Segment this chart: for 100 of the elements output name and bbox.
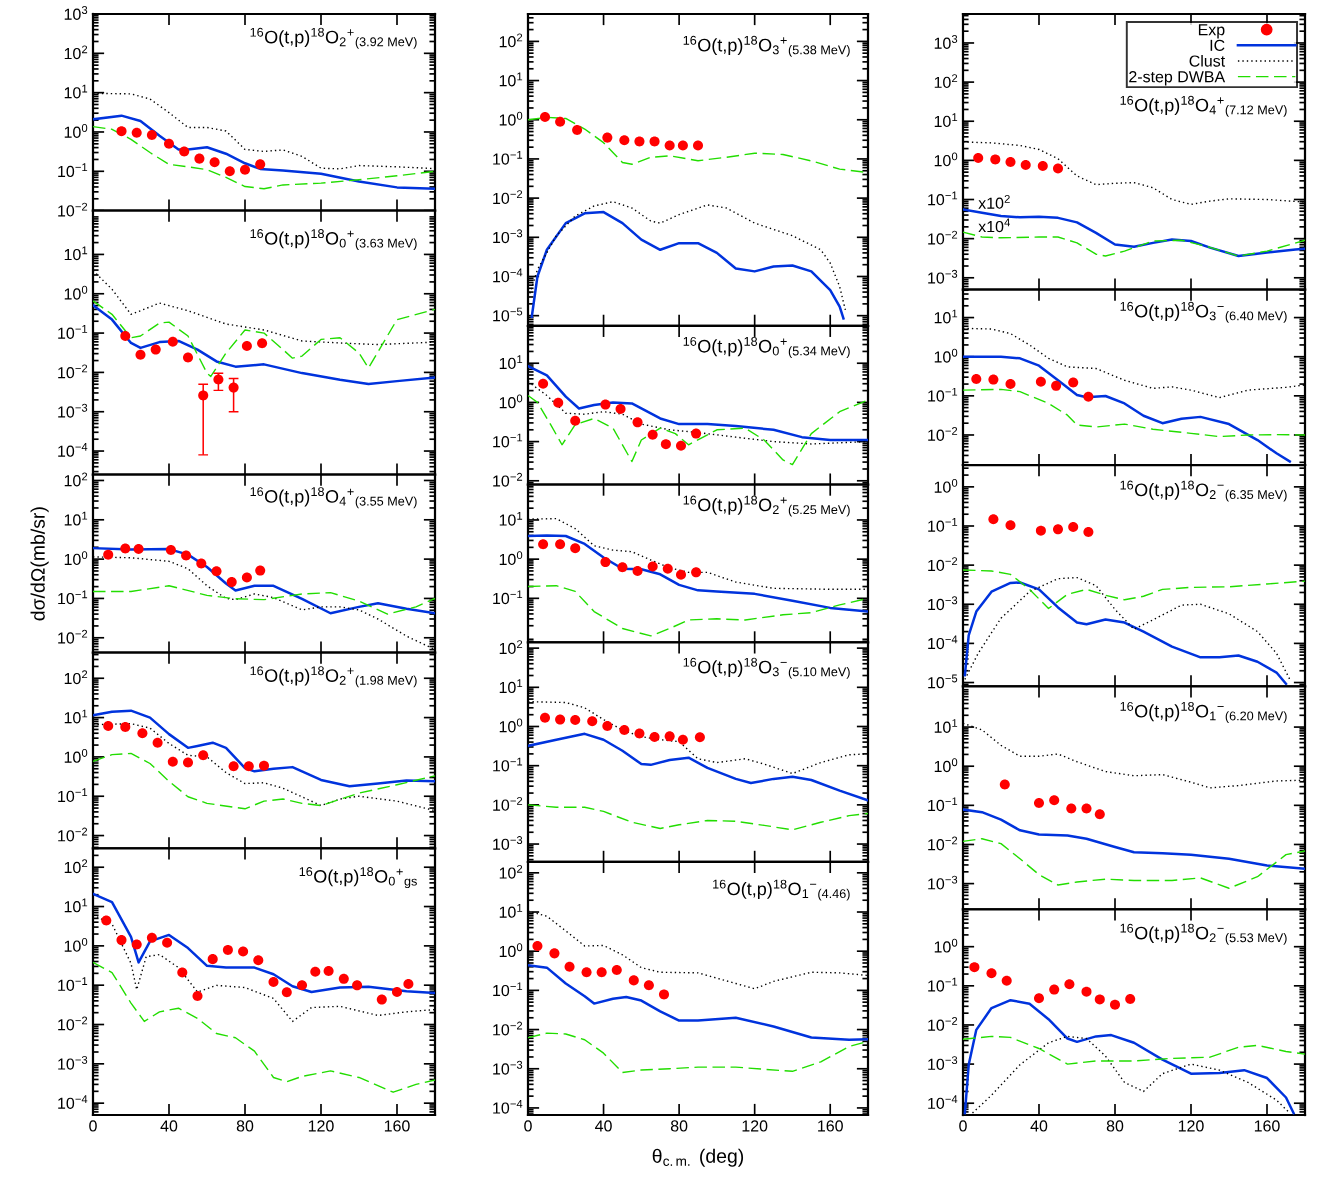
y-tick-label: 10$^{−1}$ — [58, 325, 88, 339]
point — [1033, 797, 1045, 808]
point — [146, 129, 157, 140]
point — [1083, 391, 1094, 402]
point — [177, 967, 188, 978]
y-tick-label: 10$^{−1}$ — [928, 387, 958, 402]
y-tick-label: 10$^{−1}$ — [58, 163, 88, 178]
y-tick-label: 10$^{−1}$ — [493, 150, 523, 165]
point — [137, 728, 148, 739]
x-tick-label: 0 — [89, 1120, 97, 1132]
y-tick-label: 10$^{−1}$ — [493, 433, 523, 448]
point — [617, 562, 628, 573]
point — [632, 417, 643, 428]
point — [162, 937, 173, 948]
y-tick-label: 10$^{−2}$ — [58, 202, 88, 217]
point — [658, 989, 670, 1000]
point — [602, 132, 613, 143]
x-tick-label: 160 — [1254, 1120, 1280, 1132]
y-tick-label: 10$^{−1}$ — [493, 982, 523, 997]
point — [1081, 986, 1092, 997]
point — [694, 732, 705, 743]
point — [628, 975, 639, 986]
point — [241, 340, 252, 351]
point — [634, 728, 645, 739]
point — [596, 967, 607, 978]
y-tick-label: 10$^{−3}$ — [58, 403, 88, 418]
point — [403, 979, 414, 990]
point — [1068, 377, 1079, 388]
line-series — [93, 752, 435, 810]
y-tick-label: 10$^{−4}$ — [58, 443, 88, 457]
point — [352, 980, 363, 991]
point — [196, 558, 207, 569]
y-tick-label: 10$^{−2}$ — [58, 827, 88, 842]
point — [182, 352, 194, 363]
y-tick-label: 10$^{−4}$ — [493, 1099, 523, 1114]
point — [538, 378, 549, 389]
line-series — [528, 963, 868, 1041]
y-tick-label: 10$^{2}$ — [499, 864, 523, 879]
point — [1064, 979, 1075, 990]
y-tick-label: 10$^{1}$ — [64, 511, 88, 526]
point — [664, 140, 675, 151]
point — [228, 761, 239, 772]
point — [615, 403, 626, 414]
y-tick-label: 10$^{−4}$ — [928, 635, 958, 650]
y-tick-label: 10$^{0}$ — [499, 551, 523, 566]
y-tick-label: 10$^{0}$ — [499, 111, 523, 126]
point — [257, 338, 268, 349]
point — [207, 954, 218, 965]
y-tick-label: 10$^{−1}$ — [928, 977, 958, 992]
point — [1125, 994, 1136, 1005]
point — [1052, 163, 1064, 174]
point — [632, 565, 643, 576]
point — [570, 415, 581, 426]
text: $^{16}$O(t,p)$^{18}$O$_{3}$$^{−}$$_{(5.10 MeV)}$ — [683, 657, 850, 679]
y-tick-label: 10$^{1}$ — [64, 709, 88, 724]
y-tick-label: 10$^{−2}$ — [58, 364, 88, 379]
point — [539, 112, 551, 123]
y-tick-label: 10$^{−2}$ — [928, 427, 958, 441]
point — [539, 712, 551, 723]
point — [572, 124, 583, 135]
line-series — [528, 804, 868, 831]
point — [167, 336, 178, 347]
point — [988, 514, 999, 525]
text: $^{16}$O(t,p)$^{18}$O$_{4}$$^{+}$$_{(7.12 MeV)}$ — [1120, 95, 1287, 117]
point — [1035, 525, 1046, 536]
legend-label: IC — [1210, 39, 1225, 51]
point — [268, 977, 279, 988]
y-tick-label: 10$^{0}$ — [934, 348, 958, 363]
y-tick-label: 10$^{−4}$ — [928, 1095, 958, 1110]
x-tick-label: 80 — [1106, 1120, 1124, 1132]
point — [600, 557, 611, 568]
point — [101, 915, 112, 926]
y-tick-label: 10$^{2}$ — [64, 670, 88, 685]
y-tick-label: 10$^{1}$ — [499, 355, 523, 370]
point — [338, 973, 349, 984]
y-tick-label: 10$^{0}$ — [64, 551, 88, 566]
y-tick-label: 10$^{1}$ — [499, 512, 523, 526]
point — [182, 757, 194, 768]
y-tick-label: 10$^{1}$ — [499, 679, 523, 694]
x-tick-label: 40 — [595, 1120, 612, 1132]
point — [224, 166, 235, 177]
point — [194, 153, 205, 164]
text: $^{16}$O(t,p)$^{18}$O$_{2}$$^{+}$$_{(1.98 MeV)}$ — [250, 666, 417, 688]
point — [163, 138, 175, 149]
point — [241, 572, 252, 583]
y-tick-label: 10$^{3}$ — [64, 6, 88, 20]
line-series — [963, 388, 1305, 438]
line-series — [530, 210, 845, 320]
point — [1037, 160, 1048, 171]
line-series — [963, 1035, 1305, 1065]
point — [1081, 803, 1092, 814]
line-series — [963, 838, 1305, 889]
point — [973, 152, 984, 164]
point — [988, 374, 999, 385]
y-tick-label: 10$^{1}$ — [934, 719, 958, 733]
point — [192, 991, 203, 1002]
point — [677, 734, 688, 745]
y-tick-label: 10$^{0}$ — [64, 124, 88, 138]
line-series — [528, 364, 868, 442]
y-tick-label: 10$^{−2}$ — [928, 230, 958, 245]
